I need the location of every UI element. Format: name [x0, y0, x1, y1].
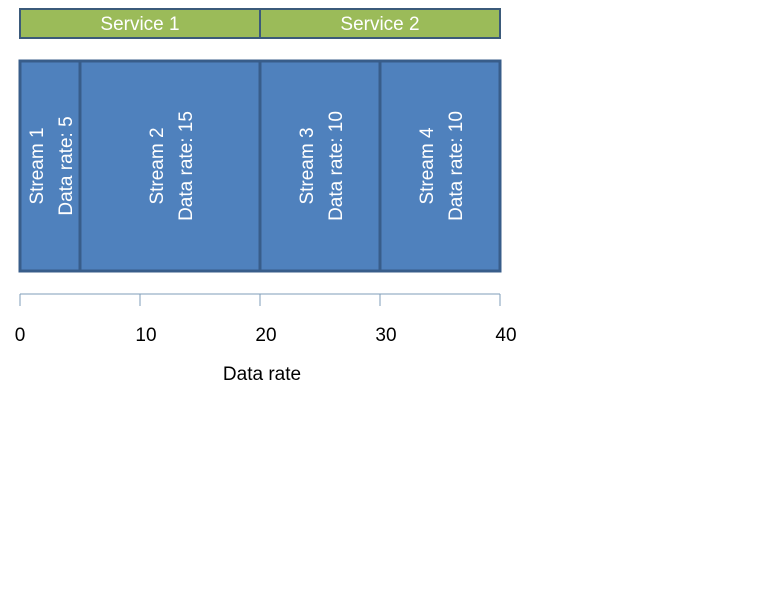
stream-label-group: Stream 1 Data rate: 5: [27, 116, 77, 215]
service-label: Service 1: [100, 14, 179, 35]
axis-tick-label: 20: [255, 325, 276, 346]
stream-rate-label: Data rate: 10: [326, 111, 347, 221]
stream-name: Stream 3: [297, 127, 318, 204]
axis-tick-label: 40: [495, 325, 516, 346]
service-label: Service 2: [340, 14, 419, 35]
axis-tick-label: 30: [375, 325, 396, 346]
stream-rate-label: Data rate: 5: [56, 116, 77, 215]
stream-name: Stream 2: [147, 127, 168, 204]
data-rate-axis: 0 10 20 30 40: [15, 293, 517, 346]
axis-tick-label: 10: [135, 325, 156, 346]
stream-box: [258, 59, 382, 273]
service-box: [259, 8, 501, 39]
stream-rate-label: Data rate: 10: [446, 111, 467, 221]
stream-name: Stream 1: [27, 127, 48, 204]
stream-rate-label: Data rate: 15: [176, 111, 197, 221]
stream-label-group: Stream 2 Data rate: 15: [147, 111, 197, 221]
axis-tick-label: 0: [15, 325, 26, 346]
axis-title: Data rate: [223, 364, 301, 385]
stream-box: [78, 59, 262, 273]
services-row: Service 1 Service 2: [19, 8, 501, 39]
stream-box: [18, 59, 82, 273]
stream-box: [378, 59, 502, 273]
stream-label-group: Stream 3 Data rate: 10: [297, 111, 347, 221]
stream-name: Stream 4: [417, 127, 438, 205]
streams-row: Stream 1 Data rate: 5 Stream 2 Data rate: 1…: [18, 59, 502, 273]
stream-label-group: Stream 4 Data rate: 10: [417, 111, 467, 221]
service-box: [19, 8, 261, 39]
